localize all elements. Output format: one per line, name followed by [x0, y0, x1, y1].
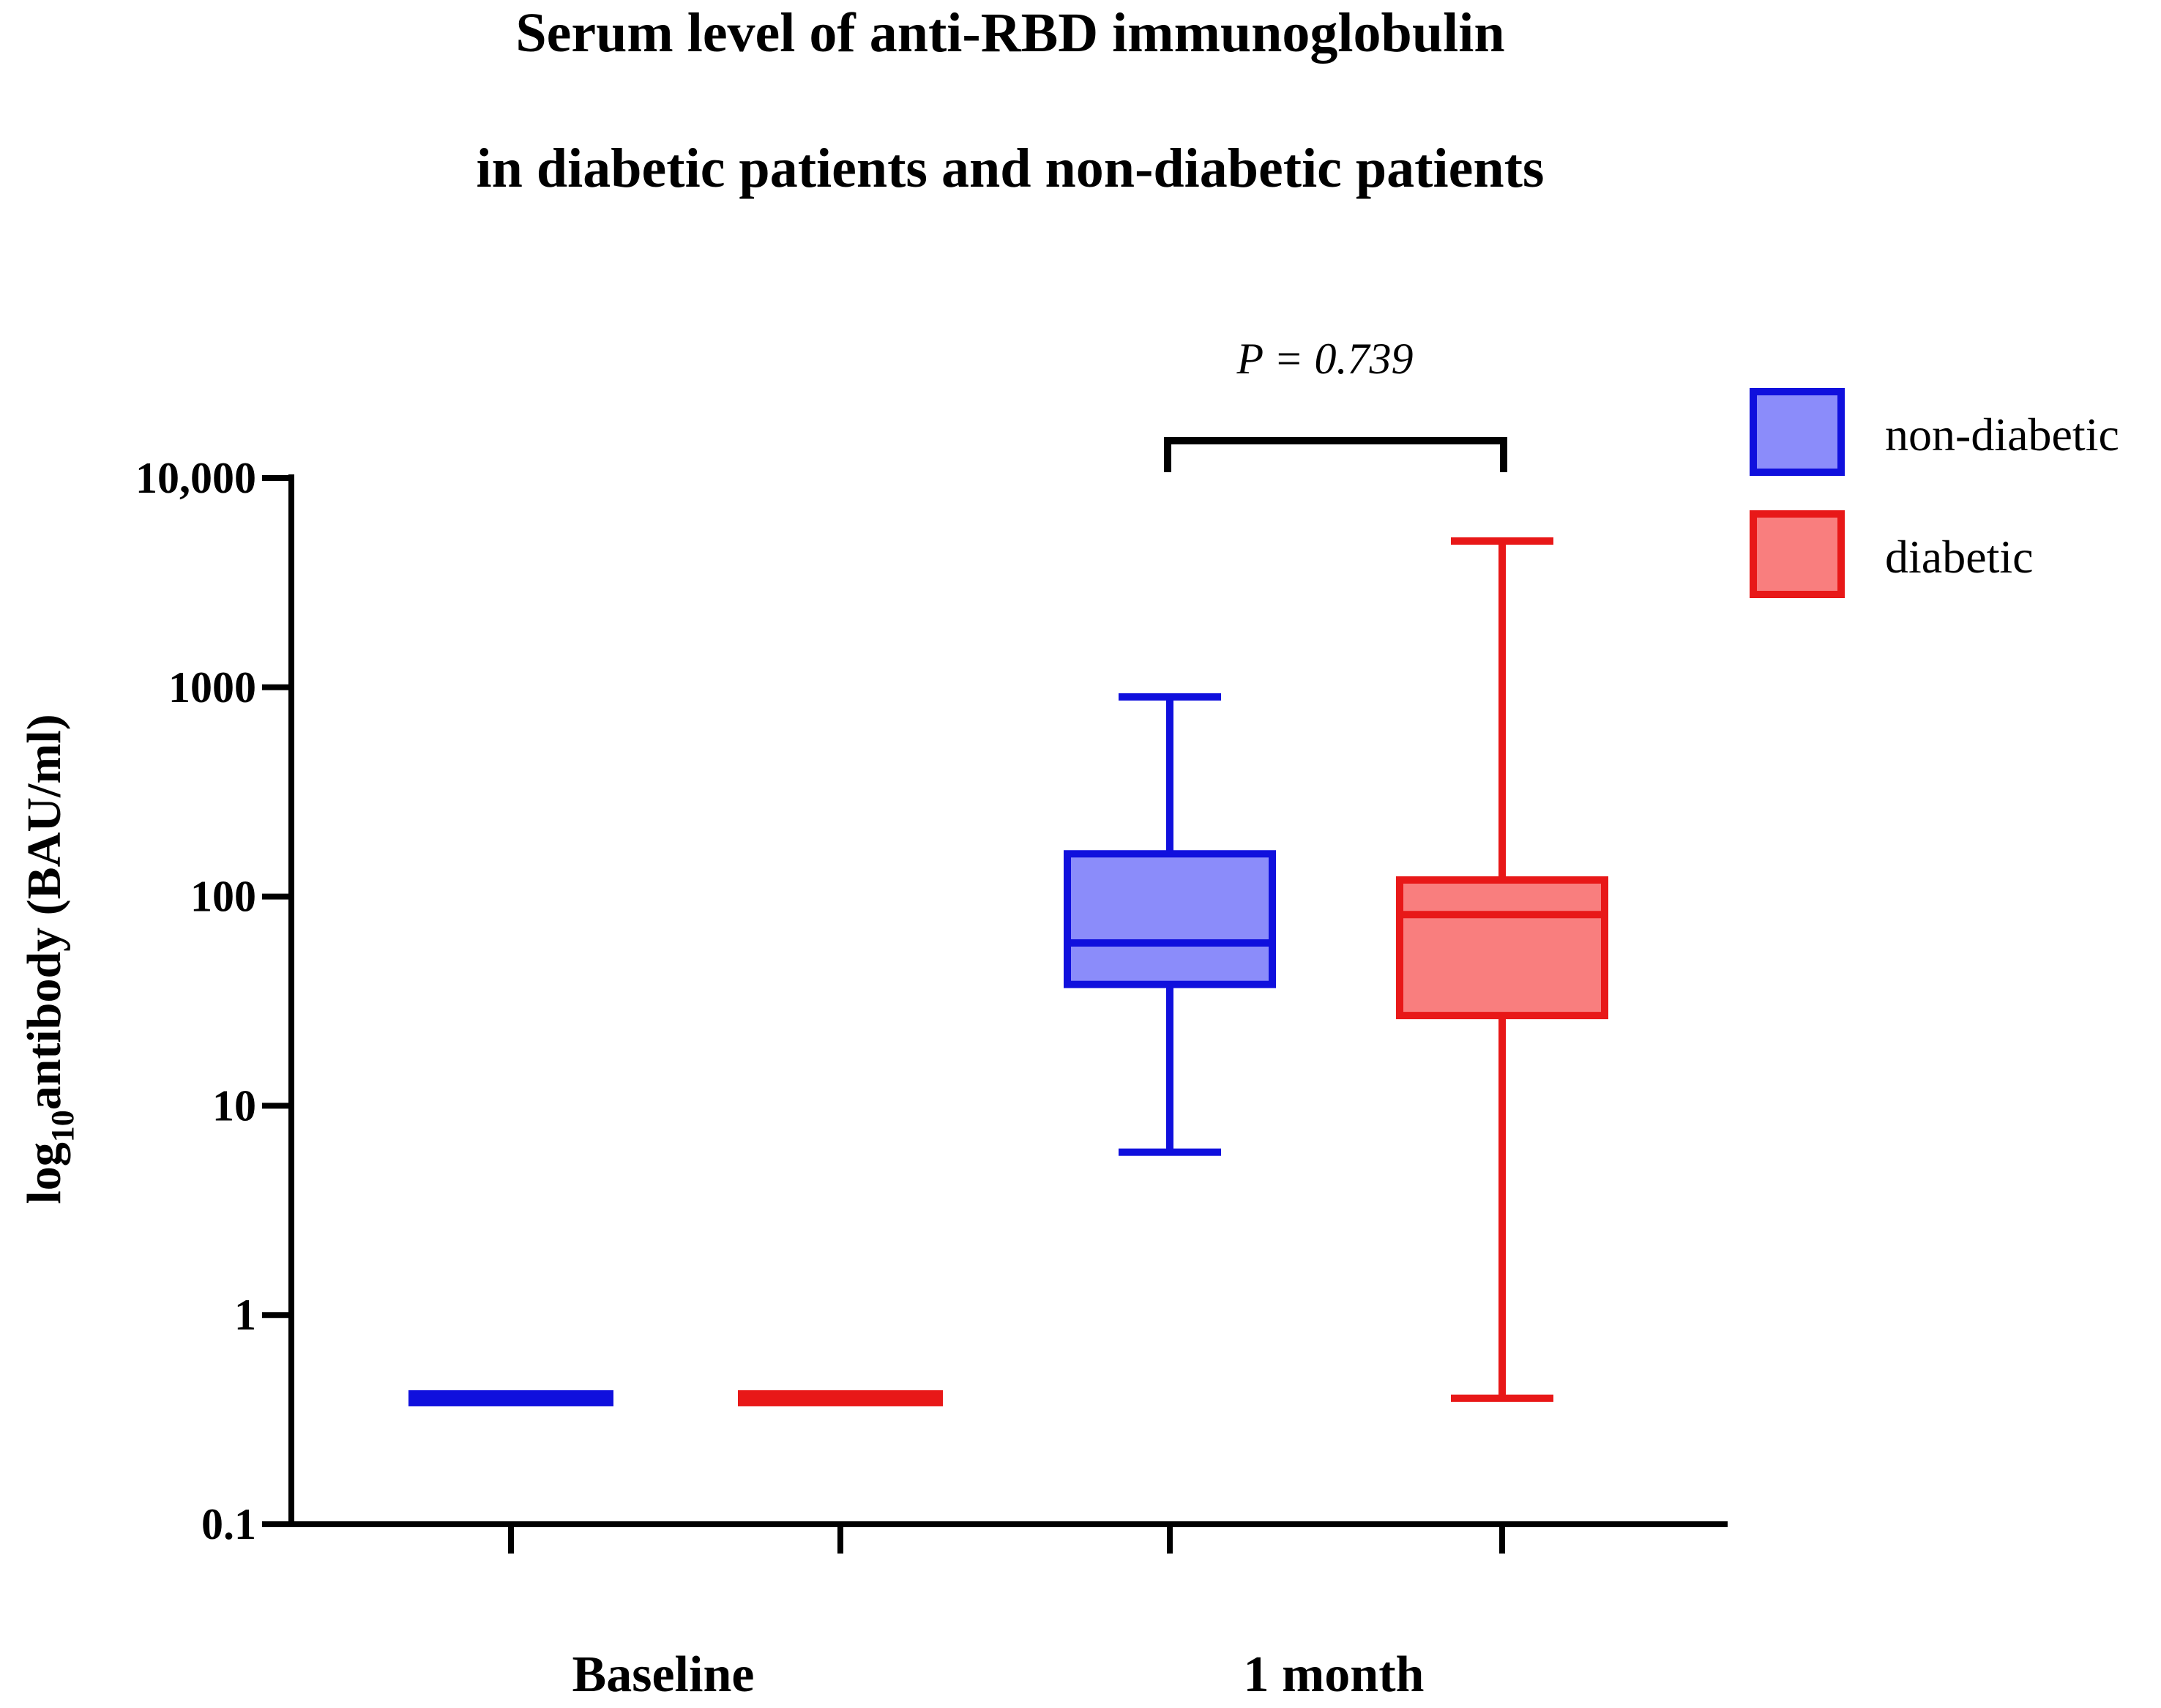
- y-tick-label-1: 1: [234, 1291, 256, 1339]
- legend-swatch-non-diabetic: [1750, 388, 1845, 476]
- box-1-month-non-diabetic: [1064, 693, 1276, 1156]
- y-axis-label-prefix: log: [18, 1142, 71, 1204]
- legend-swatch-diabetic: [1750, 510, 1845, 598]
- y-tick-label-100: 100: [190, 873, 256, 921]
- chart-title-line-1: Serum level of anti-RBD immunoglobulin: [515, 2, 1504, 64]
- box-baseline-diabetic: [738, 1390, 943, 1406]
- y-axis-label: log10antibody (BAU/ml): [18, 714, 81, 1204]
- y-tick-label-1000: 1000: [168, 663, 256, 712]
- category-label-baseline: Baseline: [572, 1647, 755, 1703]
- box-1-month-diabetic: [1396, 537, 1608, 1402]
- p-value-annotation: P = 0.739: [1236, 335, 1413, 383]
- box-iqr-1-month-diabetic: [1396, 876, 1608, 1020]
- y-ticks: 0.1 1 10 100 1000 10,000: [135, 454, 291, 1548]
- significance-bracket: [1164, 437, 1507, 472]
- y-tick-label-10-000: 10,000: [135, 454, 256, 502]
- legend-label-diabetic: diabetic: [1885, 531, 2034, 583]
- box-baseline-non-diabetic: [408, 1390, 613, 1406]
- x-ticks: [508, 1524, 1505, 1554]
- legend: non-diabetic diabetic: [1750, 388, 2119, 598]
- y-tick-label-10: 10: [212, 1081, 256, 1130]
- legend-label-non-diabetic: non-diabetic: [1885, 409, 2119, 460]
- box-bar-baseline-diabetic: [738, 1390, 943, 1406]
- box-iqr-1-month-non-diabetic: [1064, 850, 1276, 988]
- y-axis-label-subscript: 10: [45, 1110, 81, 1142]
- category-label-1-month: 1 month: [1244, 1647, 1425, 1703]
- chart-title-line-2: in diabetic patients and non-diabetic pa…: [477, 138, 1545, 199]
- y-axis-label-suffix: antibody (BAU/ml): [18, 714, 71, 1110]
- y-tick-label-0-1: 0.1: [201, 1500, 256, 1548]
- box-bar-baseline-non-diabetic: [408, 1390, 613, 1406]
- box-plots: [408, 537, 1608, 1406]
